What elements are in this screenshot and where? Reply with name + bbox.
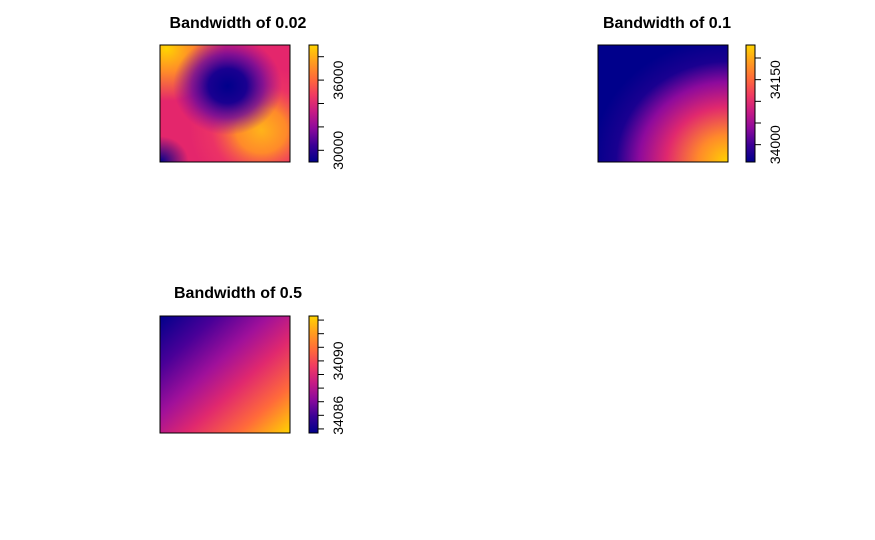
panel-1-frame: [159, 44, 291, 163]
panel-2: Bandwidth of 0.1 34000 34150: [597, 15, 783, 164]
panel-3-heatmap: [160, 316, 290, 433]
panel-1-colorbar: [308, 44, 319, 163]
panel-3-legend: 34086 34090: [308, 315, 346, 435]
panel-2-heatmap: [598, 45, 728, 162]
panel-1: Bandwidth of 0.02 30000 36000: [159, 15, 346, 170]
panel-1-colorbar-tick-label: 36000: [330, 60, 346, 99]
panel-3-frame: [159, 315, 291, 434]
panel-1-colorbar-tick-label: 30000: [330, 131, 346, 170]
panel-2-colorbar: [745, 44, 756, 163]
panel-1-title: Bandwidth of 0.02: [170, 15, 307, 32]
panel-2-colorbar-tick-label: 34150: [767, 60, 783, 99]
panel-3-colorbar-tick-label: 34086: [330, 396, 346, 435]
panel-3-colorbar-tick-label: 34090: [330, 341, 346, 380]
panel-1-heatmap: [160, 45, 290, 162]
panel-1-heatmap-low-corner: [160, 45, 290, 162]
panel-2-legend: 34000 34150: [745, 44, 783, 164]
panel-3-title: Bandwidth of 0.5: [174, 285, 302, 302]
panel-2-frame: [597, 44, 729, 163]
panel-3: Bandwidth of 0.5 34086 34090: [159, 285, 346, 435]
panel-3-colorbar: [308, 315, 319, 434]
panel-2-title: Bandwidth of 0.1: [603, 15, 731, 32]
panel-1-legend: 30000 36000: [308, 44, 346, 170]
panel-2-colorbar-tick-label: 34000: [767, 125, 783, 164]
